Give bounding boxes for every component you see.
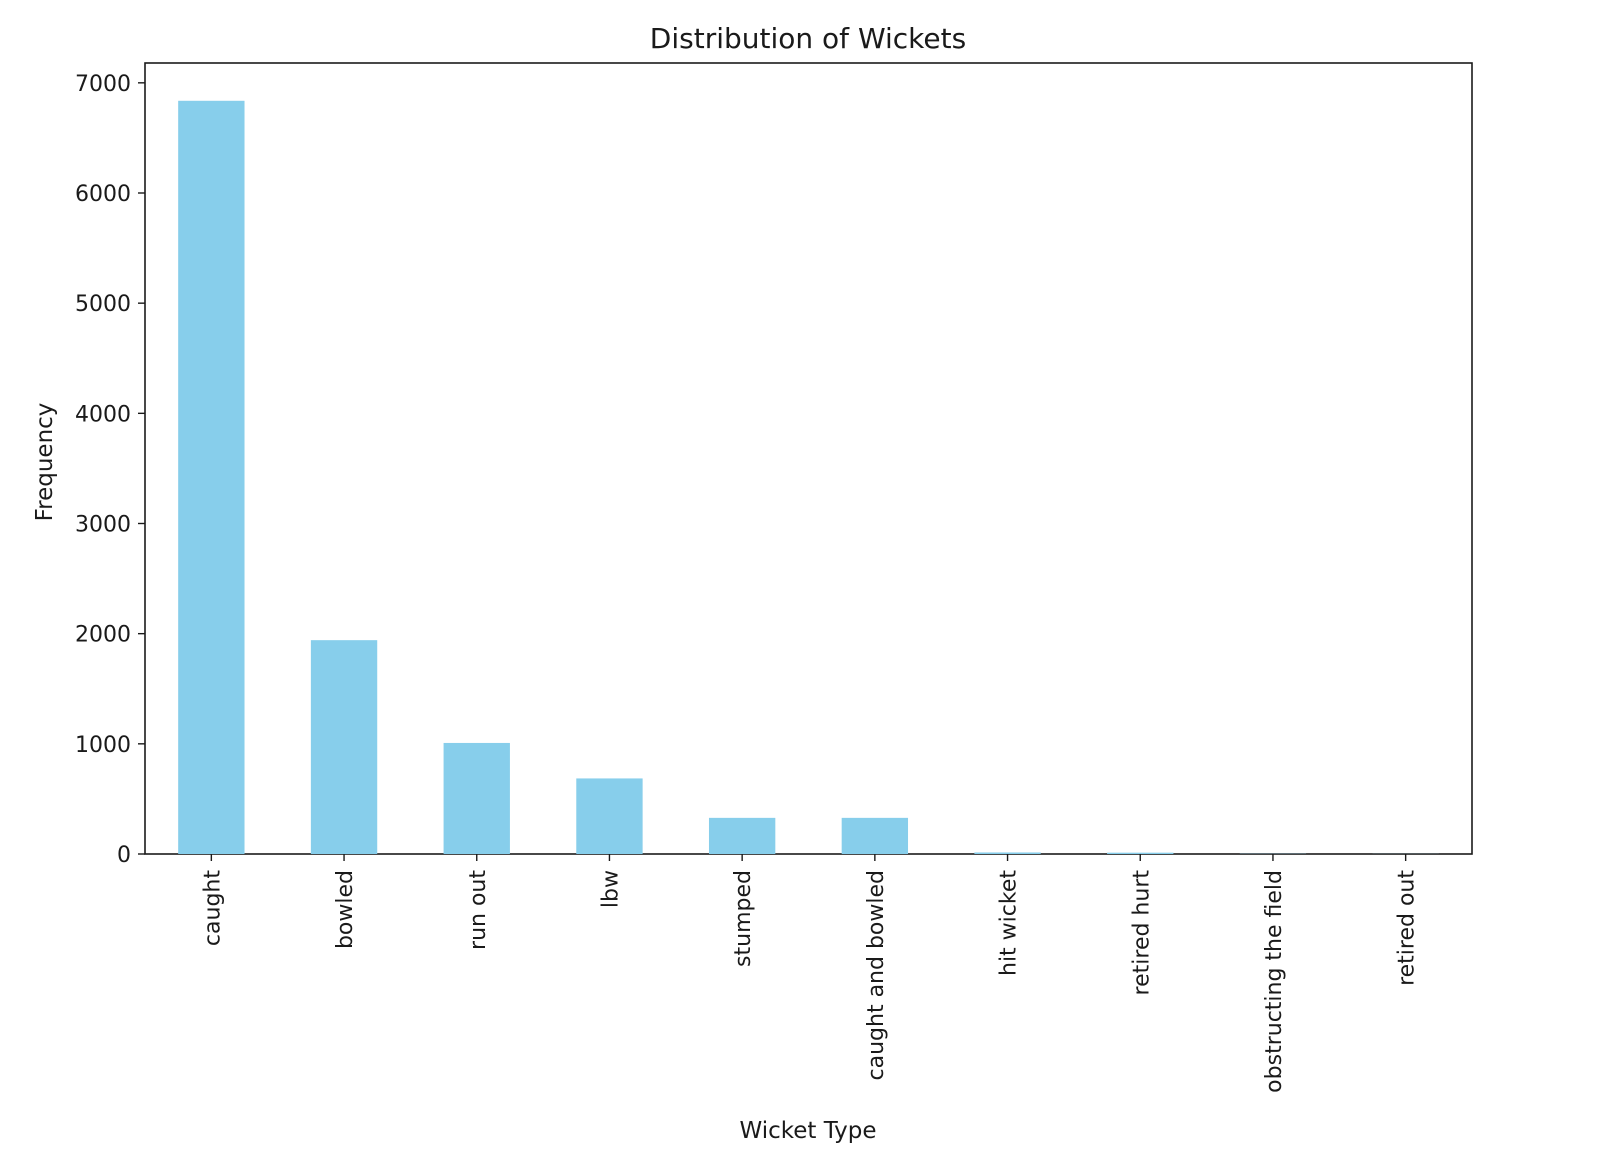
y-tick-label: 0: [117, 843, 131, 868]
y-tick-label: 7000: [75, 72, 131, 97]
y-tick-label: 1000: [75, 733, 131, 758]
chart-title: Distribution of Wickets: [650, 22, 966, 55]
bar: [443, 742, 510, 854]
x-axis-label: Wicket Type: [739, 1118, 876, 1144]
x-tick-label: run out: [466, 870, 491, 950]
y-tick-label: 3000: [75, 512, 131, 537]
plot-area: [144, 62, 1473, 855]
bar: [974, 852, 1041, 854]
bar: [310, 640, 378, 854]
bar: [178, 100, 245, 854]
y-axis-label: Frequency: [32, 403, 58, 522]
bars: [178, 100, 1439, 854]
x-tick-label: retired hurt: [1129, 870, 1154, 996]
bar: [576, 778, 643, 854]
y-tick-label: 4000: [75, 402, 131, 427]
x-tick-label: bowled: [333, 870, 358, 949]
x-tick-label: caught and bowled: [864, 870, 889, 1080]
y-tick-label: 6000: [75, 182, 131, 207]
x-tick-label: retired out: [1395, 870, 1420, 986]
y-axis-ticks: 0 1000 2000 3000 4000 5000 6000 7000: [75, 72, 145, 868]
y-tick-label: 5000: [75, 292, 131, 317]
x-tick-label: stumped: [731, 870, 756, 967]
x-axis-ticks: caught bowled run out lbw stumped caught and …: [200, 854, 1420, 1093]
plot-frame: [144, 62, 1473, 855]
y-tick-label: 2000: [75, 623, 131, 648]
x-tick-label: obstructing the field: [1262, 870, 1287, 1093]
bar: [708, 817, 776, 854]
x-tick-label: caught: [200, 870, 225, 946]
bar: [841, 817, 909, 854]
x-tick-label: lbw: [598, 870, 623, 908]
x-tick-label: hit wicket: [997, 870, 1022, 976]
bar: [1107, 852, 1174, 854]
